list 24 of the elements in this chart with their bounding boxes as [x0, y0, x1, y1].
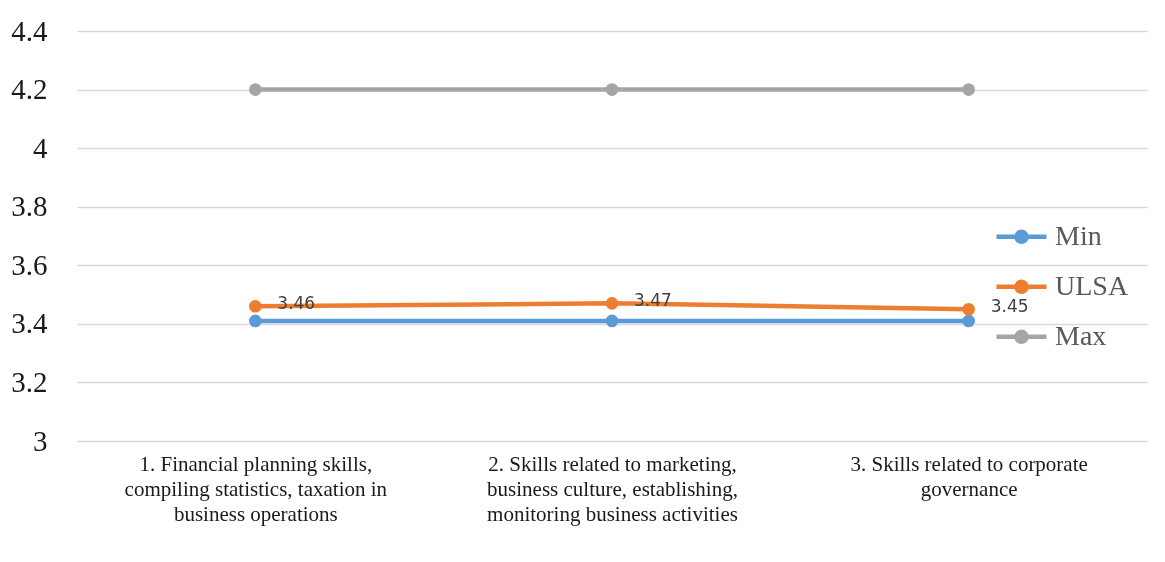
point	[605, 314, 619, 328]
x-tick-label: 2. Skills related to marketing, business culture, establishing, monitoring business activities	[487, 451, 738, 526]
point	[249, 314, 262, 328]
point	[962, 314, 975, 328]
y-tick-label: 4.4	[11, 14, 48, 47]
point	[249, 299, 262, 313]
y-tick-label: 3.4	[11, 307, 48, 340]
legend-label: Max	[1055, 319, 1107, 351]
y-tick-label: 3.6	[11, 248, 48, 281]
point	[249, 83, 262, 96]
y-tick-label: 4.2	[11, 73, 48, 106]
y-tick-label: 3.8	[11, 190, 48, 223]
point	[962, 302, 975, 316]
y-tick-label: 3.2	[11, 365, 48, 398]
legend-label: Min	[1055, 219, 1102, 251]
x-tick-label: 1. Financial planning skills, compiling statistics, taxation in business operations	[124, 451, 388, 526]
legend-label: ULSA	[1055, 269, 1129, 301]
x-tick-label: 3. Skills related to corporate governance	[850, 451, 1088, 501]
data-label: 3.45	[990, 296, 1029, 317]
point	[962, 83, 975, 96]
point	[605, 297, 619, 310]
point	[605, 83, 619, 96]
y-tick-label: 4	[33, 131, 48, 164]
y-tick-label: 3	[33, 424, 48, 457]
